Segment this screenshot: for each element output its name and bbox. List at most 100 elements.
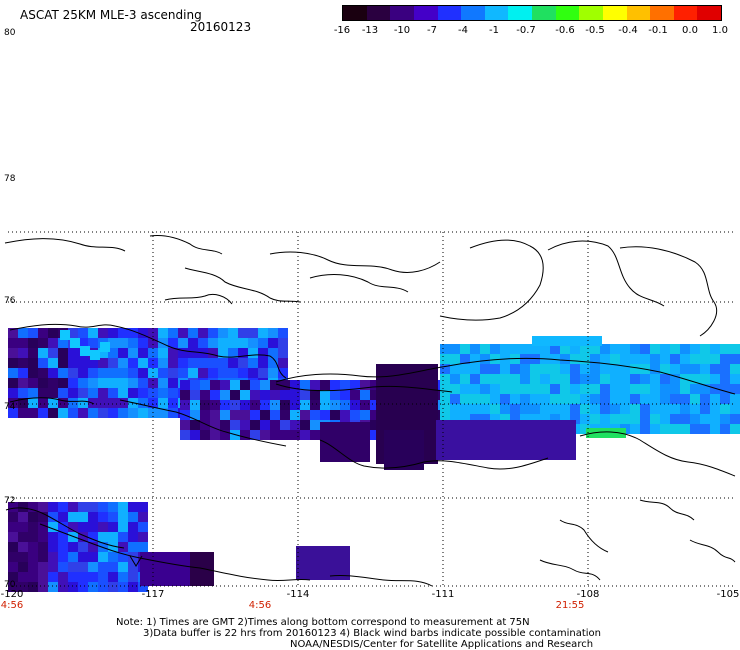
- data-cell: [340, 390, 350, 400]
- data-cell: [300, 380, 310, 390]
- data-cell: [500, 404, 510, 414]
- data-cell: [98, 408, 108, 418]
- data-cell: [550, 404, 560, 414]
- data-cell: [188, 338, 198, 348]
- data-cell: [600, 354, 610, 364]
- data-cell: [38, 512, 48, 522]
- data-cell: [290, 430, 300, 440]
- data-cell: [660, 394, 670, 404]
- data-cell: [278, 338, 288, 348]
- data-cell: [118, 338, 128, 348]
- data-cell: [48, 502, 58, 512]
- data-cell: [500, 364, 510, 374]
- colorbar-tick-label: -10: [393, 25, 411, 36]
- data-cell: [88, 388, 98, 398]
- data-cell: [88, 368, 98, 378]
- data-cell: [88, 582, 98, 592]
- data-cell: [440, 384, 450, 394]
- data-cell: [200, 400, 210, 410]
- data-cell: [58, 512, 68, 522]
- data-cell: [38, 358, 48, 368]
- data-cell: [360, 390, 370, 400]
- data-cell: [98, 368, 108, 378]
- data-cell: [660, 344, 670, 354]
- data-cell: [28, 562, 38, 572]
- colorbar-segment: [366, 6, 391, 20]
- data-cell: [190, 380, 200, 390]
- data-cell: [98, 358, 108, 368]
- data-cell: [730, 384, 740, 394]
- data-cell: [610, 364, 620, 374]
- data-cell: [238, 348, 248, 358]
- data-cell: [118, 532, 128, 542]
- data-cell: [720, 384, 730, 394]
- data-cell: [340, 380, 350, 390]
- data-cell: [258, 338, 268, 348]
- data-cell: [670, 344, 680, 354]
- data-cell: [520, 364, 530, 374]
- latitude-label: 78: [4, 174, 16, 184]
- data-cell: [500, 344, 510, 354]
- data-cell: [70, 338, 80, 348]
- data-cell: [28, 542, 38, 552]
- data-cell: [8, 388, 18, 398]
- data-cell: [58, 338, 68, 348]
- data-cell: [460, 404, 470, 414]
- data-cell: [500, 394, 510, 404]
- data-cell: [128, 552, 138, 562]
- data-cell: [200, 410, 210, 420]
- data-cell: [280, 410, 290, 420]
- data-cell: [470, 404, 480, 414]
- colorbar-tick-label: -7: [427, 25, 437, 36]
- data-cell: [78, 502, 88, 512]
- data-cell: [220, 430, 230, 440]
- data-cell: [8, 358, 18, 368]
- data-cell: [580, 404, 590, 414]
- data-cell: [88, 522, 98, 532]
- data-cell: [68, 398, 78, 408]
- colorbar-tick-label: -4: [458, 25, 468, 36]
- data-cell: [250, 390, 260, 400]
- data-cell: [490, 364, 500, 374]
- data-cell: [340, 410, 350, 420]
- data-cell: [158, 408, 168, 418]
- data-cell: [260, 430, 270, 440]
- data-cell: [730, 424, 740, 434]
- data-cell: [18, 522, 28, 532]
- data-cell: [270, 380, 280, 390]
- data-cell: [560, 344, 570, 354]
- data-cell: [240, 390, 250, 400]
- data-cell: [98, 348, 108, 358]
- coastline: [689, 539, 736, 563]
- coastline: [184, 267, 301, 303]
- coastline: [275, 383, 453, 393]
- data-cell: [118, 502, 128, 512]
- data-cell: [138, 338, 148, 348]
- data-cell: [38, 398, 48, 408]
- data-cell: [158, 388, 168, 398]
- data-cell: [68, 378, 78, 388]
- data-cell: [68, 522, 78, 532]
- data-cell: [58, 358, 68, 368]
- longitude-label: -111: [431, 589, 455, 600]
- data-cell: [710, 394, 720, 404]
- data-cell: [720, 414, 730, 424]
- data-cell: [550, 354, 560, 364]
- data-cell: [88, 338, 98, 348]
- data-cell: [180, 420, 190, 430]
- data-cell: [610, 384, 620, 394]
- data-cell: [460, 374, 470, 384]
- data-cell: [128, 562, 138, 572]
- data-cell: [28, 552, 38, 562]
- data-cell: [198, 358, 208, 368]
- data-cell: [590, 354, 600, 364]
- colorbar-tick-label: -0.4: [618, 25, 638, 36]
- data-cell: [480, 364, 490, 374]
- data-cell: [680, 384, 690, 394]
- longitude-label: -117: [141, 589, 165, 600]
- data-cell: [28, 388, 38, 398]
- data-cell: [240, 410, 250, 420]
- data-cell: [650, 424, 660, 434]
- data-cell: [480, 374, 490, 384]
